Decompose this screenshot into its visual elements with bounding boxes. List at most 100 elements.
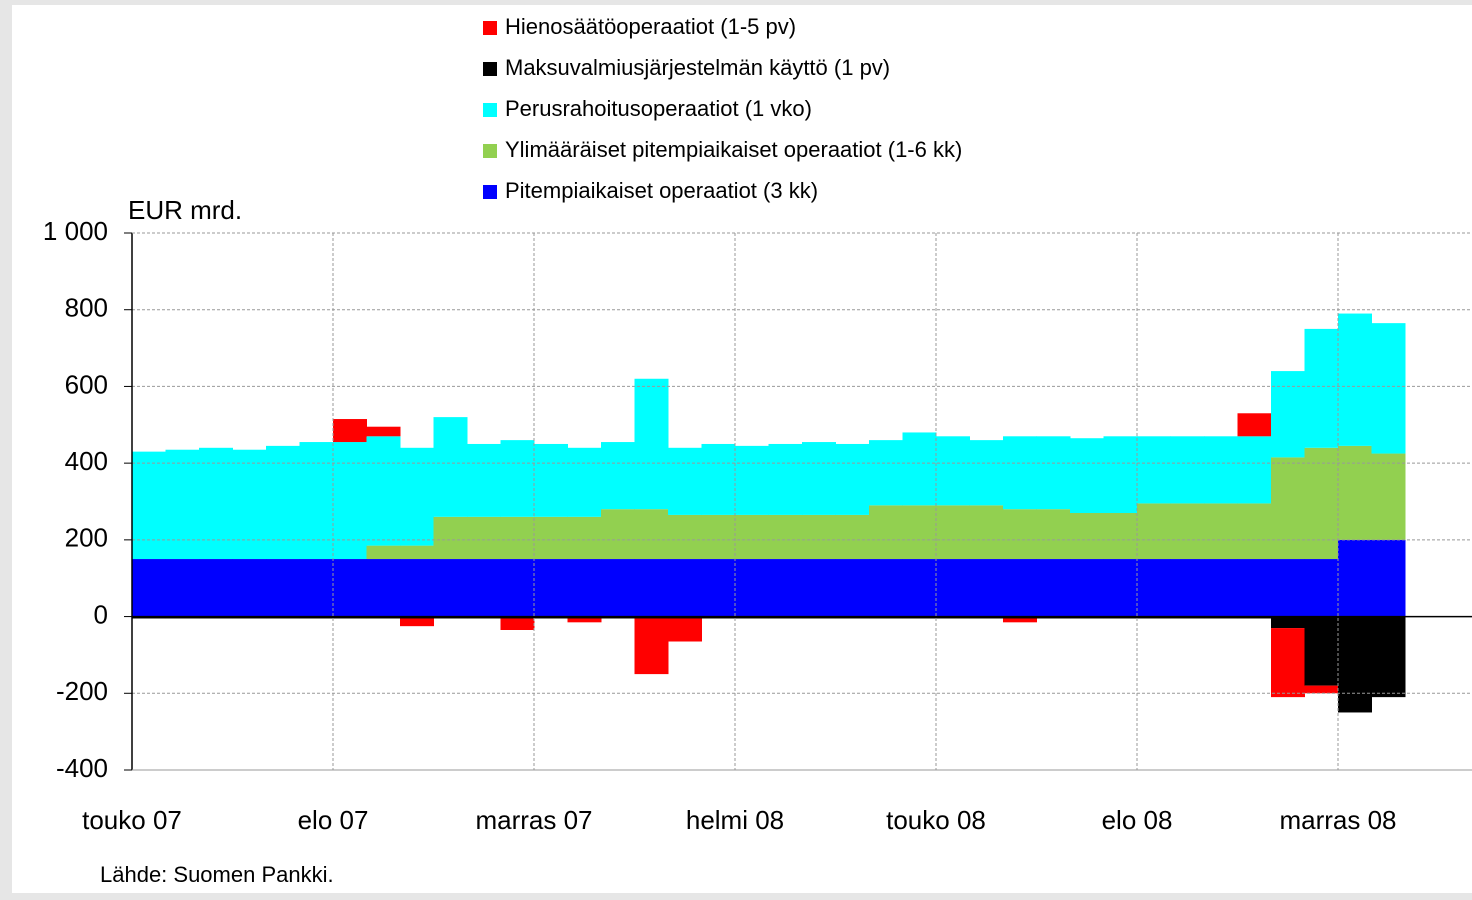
bar-segment: [1003, 618, 1037, 623]
bar-segment: [299, 559, 334, 617]
plot: [132, 313, 1406, 713]
bar-segment: [1271, 371, 1305, 458]
bar-segment: [1137, 616, 1171, 619]
bar-segment: [668, 616, 702, 619]
bar-segment: [333, 616, 367, 619]
bar-segment: [902, 505, 937, 560]
bar-segment: [802, 616, 836, 619]
bar-segment: [165, 616, 200, 619]
bar-segment: [1338, 616, 1372, 713]
bar-segment: [467, 616, 501, 619]
bar-segment: [132, 616, 166, 619]
bar-segment: [701, 443, 736, 515]
bar-segment: [534, 616, 568, 619]
bar-segment: [299, 616, 334, 619]
bar-segment: [668, 514, 702, 560]
bar-segment: [835, 559, 870, 617]
bar-segment: [132, 451, 166, 560]
bar-segment: [567, 447, 602, 517]
bar-segment: [1204, 559, 1238, 617]
bar-segment: [634, 618, 669, 675]
bar-segment: [1338, 539, 1372, 617]
bar-segment: [500, 559, 535, 617]
bar-segment: [534, 559, 568, 617]
legend-swatch: [483, 21, 497, 35]
bar-segment: [1170, 436, 1205, 504]
bar-segment: [266, 616, 300, 619]
bar-segment: [1070, 616, 1104, 619]
bar-segment: [835, 514, 870, 560]
bar-segment: [768, 514, 803, 560]
bar-segment: [1170, 503, 1205, 560]
bar-segment: [1170, 616, 1205, 619]
y-tick-label: 800: [65, 293, 108, 323]
x-tick-label: marras 08: [1279, 805, 1396, 835]
bar-segment: [1304, 559, 1339, 617]
bar-segment: [199, 559, 233, 617]
bar-segment: [735, 559, 769, 617]
bar-segment: [936, 436, 970, 506]
bar-segment: [1103, 559, 1138, 617]
bar-segment: [500, 440, 535, 517]
bar-segment: [366, 559, 401, 617]
bar-segment: [1103, 436, 1138, 514]
bar-segment: [1003, 436, 1037, 510]
bar-segment: [534, 443, 568, 517]
bar-segment: [601, 616, 635, 619]
bar-segment: [634, 559, 669, 617]
bar-segment: [1237, 616, 1272, 619]
bar-segment: [1271, 628, 1305, 698]
bar-segment: [400, 447, 434, 546]
bar-segment: [433, 559, 468, 617]
legend-swatch: [483, 185, 497, 199]
bar-segment: [1204, 616, 1238, 619]
bar-segment: [1003, 616, 1037, 619]
bar-segment: [132, 559, 166, 617]
legend-swatch: [483, 62, 497, 76]
bar-segment: [1070, 438, 1104, 514]
bar-segment: [634, 509, 669, 560]
bar-segment: [969, 559, 1004, 617]
bar-segment: [567, 516, 602, 560]
bar-segment: [1070, 513, 1104, 560]
bar-segment: [1304, 685, 1339, 694]
y-tick-label: 200: [65, 523, 108, 553]
bar-segment: [735, 445, 769, 515]
bar-segment: [802, 442, 836, 515]
bar-segment: [199, 447, 233, 560]
bar-segment: [969, 505, 1004, 560]
bar-segment: [500, 516, 535, 560]
bar-segment: [366, 545, 401, 560]
bar-segment: [400, 616, 434, 619]
bar-segment: [701, 514, 736, 560]
bar-segment: [601, 559, 635, 617]
bar-segment: [500, 616, 535, 619]
bar-segment: [433, 417, 468, 517]
y-tick-label: 600: [65, 369, 108, 399]
bar-segment: [601, 442, 635, 510]
bar-segment: [567, 618, 602, 623]
bar-segment: [400, 618, 434, 627]
y-tick-label: 1 000: [43, 216, 108, 246]
bar-segment: [1237, 503, 1272, 560]
bar-segment: [165, 559, 200, 617]
bar-segment: [802, 514, 836, 560]
bar-segment: [266, 559, 300, 617]
legend-swatch: [483, 144, 497, 158]
bar-segment: [936, 505, 970, 560]
bar-segment: [1137, 436, 1171, 504]
bar-segment: [1003, 559, 1037, 617]
x-tick-label: elo 07: [298, 805, 369, 835]
x-tick-label: helmi 08: [686, 805, 784, 835]
bar-segment: [869, 559, 903, 617]
bar-segment: [1137, 559, 1171, 617]
bar-segment: [534, 516, 568, 560]
bar-segment: [1204, 503, 1238, 560]
bar-segment: [366, 616, 401, 619]
bar-segment: [1304, 328, 1339, 448]
bar-segment: [668, 559, 702, 617]
bar-segment: [1271, 559, 1305, 617]
bar-segment: [1237, 559, 1272, 617]
bar-segment: [802, 559, 836, 617]
bar-segment: [199, 616, 233, 619]
